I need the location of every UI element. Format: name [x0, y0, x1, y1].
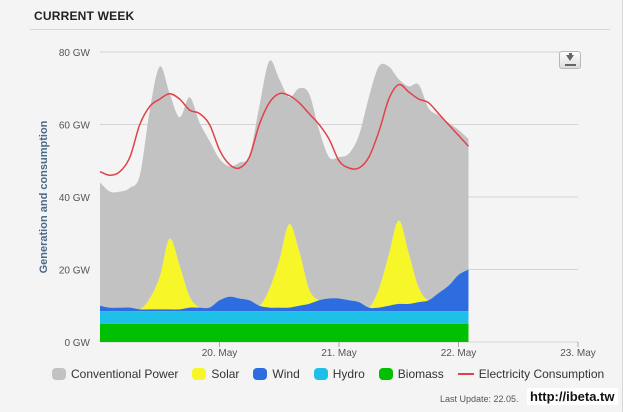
panel-title: CURRENT WEEK	[34, 9, 135, 23]
legend-item-conventional-power[interactable]: Conventional Power	[52, 367, 178, 381]
legend-swatch	[313, 368, 328, 380]
chart-legend: Conventional Power Solar Wind Hydro Biomass E…	[52, 367, 604, 381]
legend-label: Wind	[272, 367, 300, 381]
y-axis-title: Generation and consumption	[38, 120, 50, 273]
series-area-solar	[100, 220, 469, 310]
legend-item-biomass[interactable]: Biomass	[378, 367, 444, 381]
legend-swatch	[378, 368, 393, 380]
legend-item-solar[interactable]: Solar	[192, 367, 239, 381]
legend-label: Conventional Power	[71, 367, 179, 381]
legend-item-hydro[interactable]: Hydro	[313, 367, 365, 381]
x-tick-label: 22. May	[441, 348, 477, 359]
y-tick-label: 0 GW	[64, 338, 90, 349]
series-area-biomass	[100, 323, 469, 342]
legend-item-electricity-consumption[interactable]: Electricity Consumption	[457, 367, 605, 381]
legend-item-wind[interactable]: Wind	[253, 367, 300, 381]
chart-axes: 0 GW 20 GW 40 GW 60 GW 80 GW 20. May 21. May 22…	[38, 48, 596, 359]
y-tick-label: 80 GW	[59, 48, 91, 59]
watermark: http://ibeta.tw	[527, 388, 618, 405]
chart-areas	[100, 60, 469, 342]
y-tick-label: 40 GW	[59, 193, 91, 204]
title-divider	[30, 29, 610, 30]
legend-swatch	[52, 368, 66, 380]
legend-line-swatch	[457, 373, 474, 375]
consumption-line	[99, 83, 470, 177]
x-tick-label: 20. May	[202, 348, 238, 359]
chart-line-layer	[99, 83, 470, 177]
export-icon[interactable]	[559, 51, 581, 69]
legend-label: Electricity Consumption	[478, 367, 605, 381]
last-update-text: Last Update: 22.05.	[440, 394, 519, 404]
y-tick-label: 20 GW	[59, 266, 91, 277]
legend-label: Solar	[211, 367, 240, 381]
x-tick-label: 21. May	[321, 348, 357, 359]
series-area-conventional-power	[100, 60, 469, 310]
legend-label: Biomass	[397, 367, 444, 381]
legend-label: Hydro	[332, 367, 365, 381]
y-tick-label: 60 GW	[59, 121, 91, 132]
series-area-wind	[100, 269, 469, 312]
legend-swatch	[192, 368, 207, 380]
series-area-hydro	[100, 311, 469, 324]
legend-swatch	[253, 368, 268, 380]
x-tick-label: 23. May	[560, 348, 596, 359]
